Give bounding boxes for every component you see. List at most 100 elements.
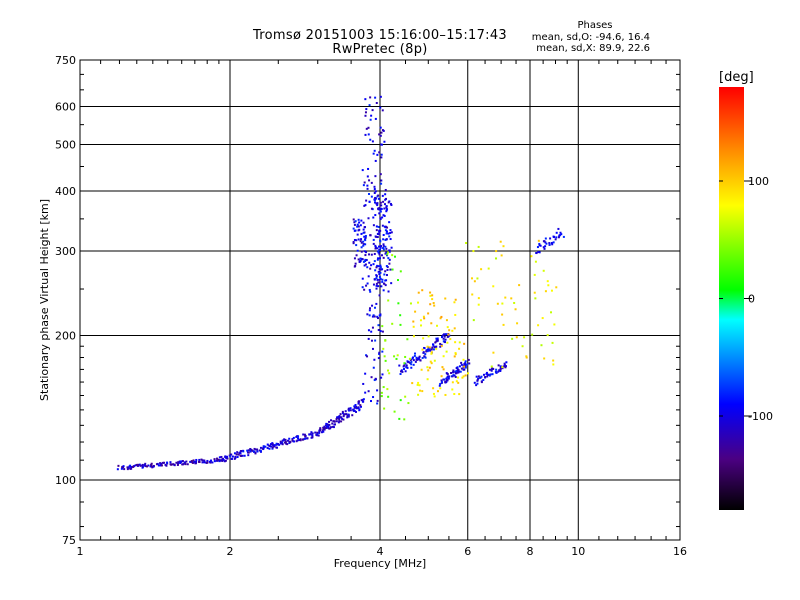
data-point: [341, 410, 344, 413]
data-point: [559, 231, 562, 234]
data-point: [357, 401, 360, 404]
data-point: [412, 356, 415, 359]
data-point: [389, 238, 392, 241]
data-point: [370, 264, 373, 267]
data-point: [163, 461, 166, 464]
data-point: [430, 352, 433, 355]
data-point: [482, 373, 485, 376]
data-point: [225, 456, 228, 459]
data-point: [146, 465, 149, 468]
data-point: [186, 463, 189, 466]
data-point: [380, 207, 383, 210]
data-point: [220, 455, 223, 458]
data-point: [364, 114, 367, 117]
data-point: [430, 348, 433, 351]
data-point: [376, 402, 379, 405]
data-point: [442, 355, 445, 358]
data-point: [352, 240, 355, 243]
data-point: [490, 369, 493, 372]
data-point: [366, 282, 369, 285]
data-point: [429, 360, 432, 363]
data-point: [377, 328, 380, 331]
data-point: [370, 195, 373, 198]
data-point: [435, 337, 438, 340]
data-point: [143, 464, 146, 467]
data-point: [364, 258, 367, 261]
data-point: [385, 279, 388, 282]
data-point: [445, 380, 448, 383]
data-point: [427, 312, 430, 315]
data-point: [378, 245, 381, 248]
y-tick-label: 200: [55, 330, 76, 343]
data-point: [390, 246, 393, 249]
data-point: [372, 366, 375, 369]
data-point: [353, 257, 356, 260]
data-point: [360, 246, 363, 249]
data-point: [463, 365, 466, 368]
data-point: [259, 446, 262, 449]
data-point: [510, 297, 513, 300]
data-point: [362, 240, 365, 243]
data-point: [422, 315, 425, 318]
data-point: [367, 329, 370, 332]
data-point: [371, 326, 374, 329]
data-point: [370, 207, 373, 210]
data-point: [495, 368, 498, 371]
data-point: [157, 464, 160, 467]
data-point: [384, 284, 387, 287]
data-point: [387, 299, 390, 302]
data-point: [477, 375, 480, 378]
data-point: [552, 359, 555, 362]
data-point: [374, 247, 377, 250]
data-point: [169, 461, 172, 464]
data-point: [395, 357, 398, 360]
data-point: [303, 437, 306, 440]
data-point: [404, 370, 407, 373]
data-point: [364, 391, 367, 394]
data-point: [480, 268, 483, 271]
data-point: [560, 233, 563, 236]
data-point: [355, 239, 358, 242]
data-point: [329, 426, 332, 429]
data-point: [373, 188, 376, 191]
grid-lines: [80, 60, 680, 540]
data-point: [384, 270, 387, 273]
data-point: [363, 204, 366, 207]
data-point: [352, 409, 355, 412]
data-point: [440, 344, 443, 347]
data-point: [454, 341, 457, 344]
data-point: [400, 369, 403, 372]
data-point: [364, 263, 367, 266]
y-tick-label: 750: [55, 54, 76, 67]
data-point: [391, 322, 394, 325]
data-point: [455, 380, 458, 383]
data-point: [283, 438, 286, 441]
data-point: [376, 247, 379, 250]
data-point: [198, 458, 201, 461]
data-point: [405, 364, 408, 367]
data-point: [422, 351, 425, 354]
data-point: [451, 381, 454, 384]
data-point: [555, 231, 558, 234]
data-point: [427, 369, 430, 372]
data-point: [353, 406, 356, 409]
data-point: [381, 280, 384, 283]
data-point: [369, 267, 372, 270]
data-point: [463, 342, 466, 345]
data-point: [277, 443, 280, 446]
data-point: [457, 368, 460, 371]
data-point: [366, 355, 369, 358]
data-point: [378, 151, 381, 154]
data-point: [460, 367, 463, 370]
data-point: [538, 244, 541, 247]
data-point: [553, 236, 556, 239]
data-point: [518, 284, 521, 287]
data-point: [138, 463, 141, 466]
data-point: [206, 461, 209, 464]
data-point: [359, 405, 362, 408]
data-point: [341, 412, 344, 415]
data-point: [417, 381, 420, 384]
data-point: [373, 199, 376, 202]
data-point: [435, 347, 438, 350]
data-point: [439, 382, 442, 385]
